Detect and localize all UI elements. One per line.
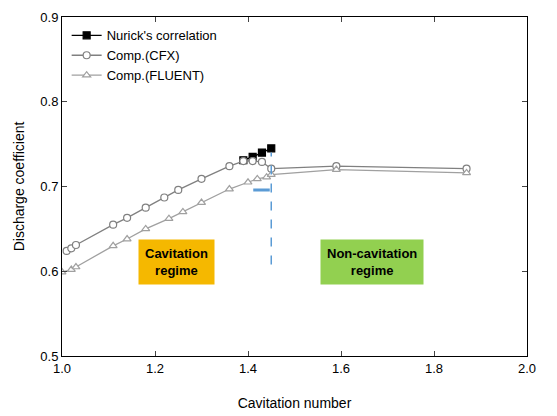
svg-text:Nurick's correlation: Nurick's correlation	[107, 28, 217, 43]
svg-text:1.2: 1.2	[146, 361, 164, 376]
svg-text:Comp.(FLUENT): Comp.(FLUENT)	[107, 68, 205, 83]
svg-text:Comp.(CFX): Comp.(CFX)	[107, 48, 180, 63]
svg-text:0.5: 0.5	[40, 349, 58, 364]
svg-text:Non-cavitationregime: Non-cavitationregime	[327, 246, 417, 278]
svg-text:1.6: 1.6	[332, 361, 350, 376]
svg-text:Cavitationregime: Cavitationregime	[145, 246, 208, 278]
svg-text:Cavitation number: Cavitation number	[238, 395, 352, 411]
svg-text:Discharge coefficient: Discharge coefficient	[11, 122, 27, 252]
svg-text:0.9: 0.9	[40, 10, 58, 25]
svg-text:1.8: 1.8	[425, 361, 443, 376]
svg-text:1.0: 1.0	[53, 361, 71, 376]
svg-text:0.6: 0.6	[40, 264, 58, 279]
svg-text:2.0: 2.0	[518, 361, 536, 376]
svg-text:1.4: 1.4	[239, 361, 257, 376]
svg-text:0.8: 0.8	[40, 94, 58, 109]
svg-text:0.7: 0.7	[40, 179, 58, 194]
